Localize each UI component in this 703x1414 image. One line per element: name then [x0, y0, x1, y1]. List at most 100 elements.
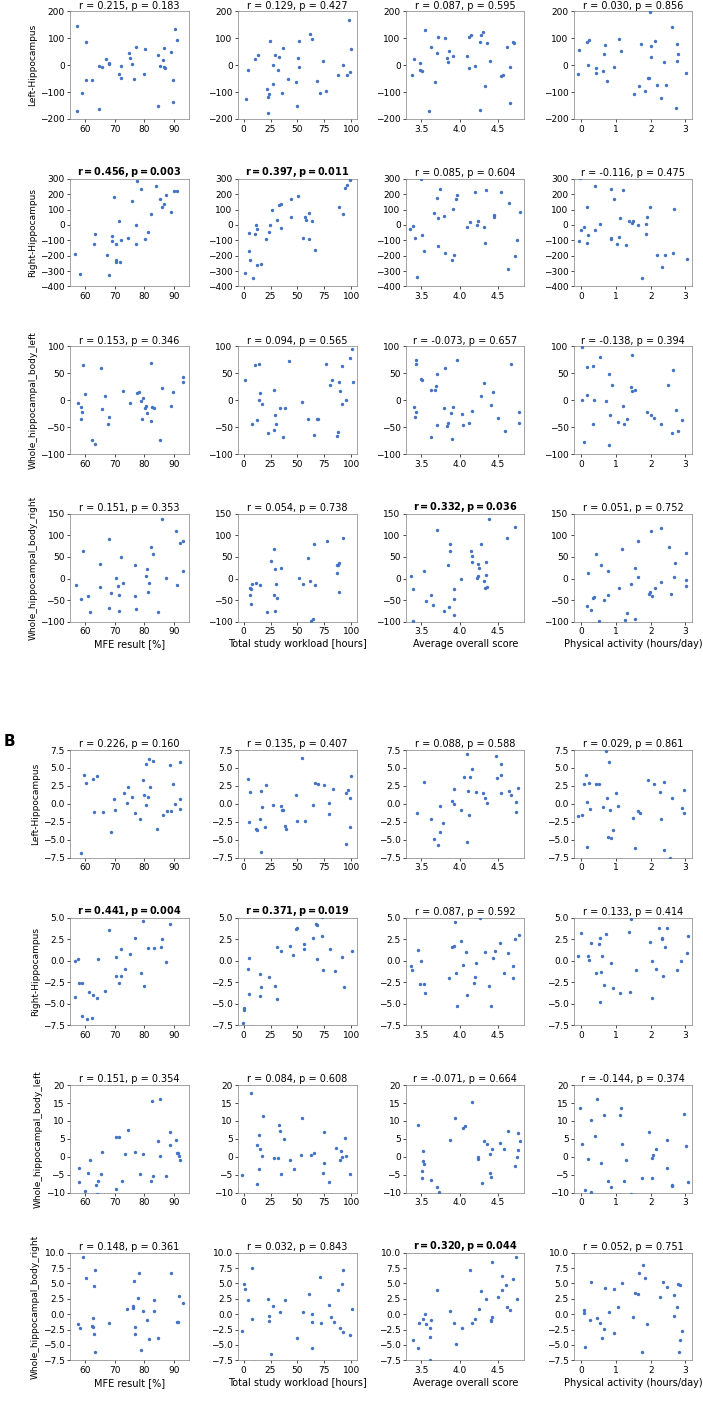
Point: [99, 385, 110, 407]
Point: [168, 180, 179, 202]
Point: [681, 1135, 692, 1158]
X-axis label: Total study workload [hours]: Total study workload [hours]: [228, 1377, 367, 1387]
Point: [276, 192, 287, 215]
Point: [681, 942, 692, 964]
Point: [236, 1319, 247, 1342]
Point: [465, 1258, 476, 1281]
Point: [508, 954, 519, 977]
Point: [297, 1107, 308, 1130]
Point: [590, 219, 601, 242]
Point: [582, 223, 593, 246]
Point: [317, 959, 328, 981]
Point: [152, 1326, 163, 1349]
Point: [484, 508, 495, 530]
Point: [642, 206, 653, 229]
Point: [96, 1162, 107, 1185]
Point: [134, 1162, 146, 1185]
Point: [157, 195, 168, 218]
Point: [576, 1133, 587, 1155]
Point: [476, 1280, 487, 1302]
Point: [608, 55, 619, 78]
Point: [285, 188, 297, 211]
Point: [158, 37, 169, 59]
Point: [299, 810, 310, 833]
Point: [346, 940, 357, 963]
Point: [313, 772, 324, 795]
Point: [675, 1273, 686, 1295]
Point: [406, 64, 418, 86]
Point: [141, 793, 152, 816]
Point: [72, 392, 83, 414]
Y-axis label: Whole_hippocampal_body_left: Whole_hippocampal_body_left: [34, 1070, 43, 1208]
Point: [337, 393, 348, 416]
Point: [123, 42, 134, 65]
Point: [513, 923, 524, 946]
Point: [141, 566, 152, 588]
Point: [670, 399, 681, 421]
Point: [309, 772, 321, 795]
Point: [273, 1147, 284, 1169]
Point: [240, 369, 251, 392]
Point: [105, 820, 116, 843]
Point: [251, 817, 262, 840]
Point: [654, 465, 665, 488]
Point: [482, 575, 493, 598]
Point: [666, 16, 678, 38]
Point: [243, 957, 254, 980]
Point: [243, 810, 254, 833]
Point: [279, 814, 290, 837]
Point: [116, 54, 127, 76]
Point: [245, 577, 256, 600]
Point: [141, 754, 152, 776]
Point: [576, 389, 588, 411]
Point: [425, 807, 437, 830]
Point: [253, 1124, 264, 1147]
Point: [87, 768, 98, 790]
Point: [671, 1295, 683, 1318]
Point: [317, 49, 328, 72]
Point: [465, 540, 477, 563]
Point: [647, 1167, 658, 1189]
Point: [481, 550, 492, 573]
Point: [329, 960, 340, 983]
Point: [408, 1329, 419, 1352]
Point: [605, 228, 617, 250]
Point: [294, 55, 305, 78]
Point: [629, 837, 640, 860]
Point: [485, 393, 496, 416]
Point: [309, 424, 320, 447]
Point: [269, 379, 280, 402]
Point: [158, 192, 169, 215]
Point: [143, 1328, 155, 1350]
Point: [678, 290, 690, 312]
Point: [172, 180, 183, 202]
Point: [585, 932, 596, 954]
Point: [104, 1311, 115, 1333]
Point: [290, 618, 301, 641]
Point: [252, 1174, 263, 1196]
Point: [499, 870, 510, 892]
Point: [469, 905, 480, 928]
Point: [460, 1195, 471, 1217]
Point: [475, 99, 486, 122]
Point: [339, 177, 350, 199]
Point: [91, 1174, 102, 1196]
Point: [325, 1307, 337, 1329]
Point: [136, 389, 147, 411]
Point: [626, 212, 638, 235]
Point: [602, 69, 613, 92]
Point: [496, 752, 507, 775]
Point: [347, 370, 359, 393]
Point: [481, 178, 492, 201]
Title: r = 0.094, p = 0.565: r = 0.094, p = 0.565: [247, 335, 348, 345]
Title: r = 0.151, p = 0.353: r = 0.151, p = 0.353: [79, 503, 180, 513]
Point: [72, 99, 83, 122]
Point: [276, 1162, 287, 1185]
Point: [122, 776, 134, 799]
Point: [264, 214, 276, 236]
Point: [276, 216, 287, 239]
Point: [250, 354, 261, 376]
Point: [413, 939, 424, 962]
Point: [174, 1148, 186, 1171]
Point: [666, 1174, 677, 1196]
